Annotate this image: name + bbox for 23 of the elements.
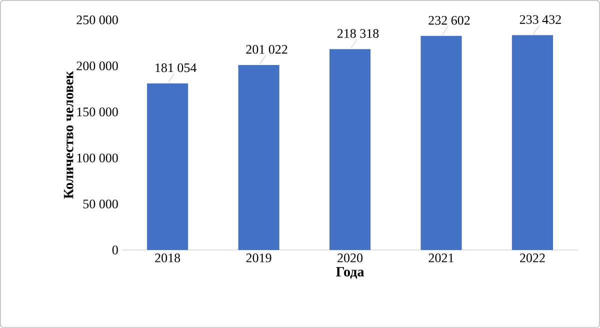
data-label: 232 602 [428,16,470,25]
data-label: 233 432 [520,15,561,24]
y-tick-label: 0 [112,246,118,254]
x-tick-label: 2022 [520,254,545,262]
y-tick-label: 200 000 [76,62,118,70]
y-axis-title: Количество человек [64,70,74,199]
x-tick-label: 2021 [428,254,454,262]
x-tick-label: 2019 [246,254,272,262]
y-tick-label: 100 000 [77,154,118,162]
bar [238,65,280,250]
bar [512,35,553,250]
data-label: 218 318 [337,29,379,38]
y-tick-label: 150 000 [77,108,118,116]
data-label: 181 054 [156,63,196,72]
x-axis-title: Года [336,267,364,279]
bar [420,36,462,250]
data-label: 201 022 [246,45,288,54]
bar [147,83,188,250]
y-tick-label: 50 000 [83,200,118,208]
x-tick-label: 2020 [338,254,363,262]
bar [329,49,371,250]
y-tick-label: 250 000 [76,16,118,24]
x-tick-label: 2018 [155,254,180,262]
